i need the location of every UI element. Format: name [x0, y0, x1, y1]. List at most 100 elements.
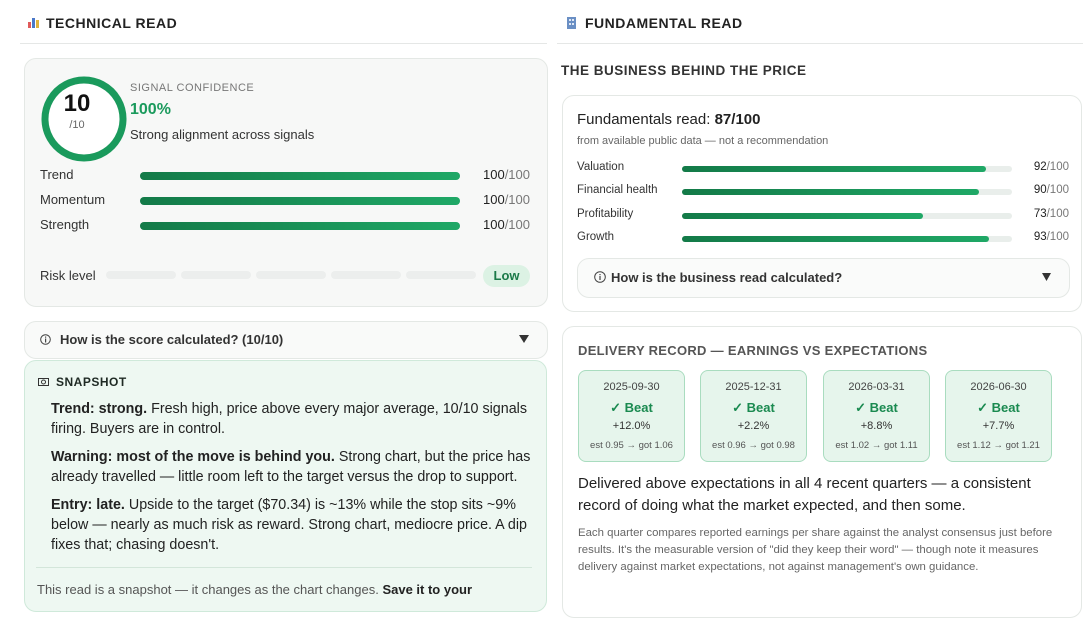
divider — [36, 567, 532, 568]
accordion-title[interactable]: How is the score calculated? (10/10) — [60, 332, 284, 347]
divider — [557, 43, 1083, 44]
bar-fill — [140, 222, 460, 230]
bar-label: Momentum — [40, 192, 106, 207]
quarter-result: ✓ Beat — [977, 400, 1020, 415]
page: TECHNICAL READ 10 /10 SIGNAL CONFIDENCE … — [20, 15, 1083, 618]
paragraph-text: Strong chart, but the price has already … — [51, 449, 531, 485]
paragraph-text: Upside to the target ($70.34) is ~13% wh… — [51, 497, 527, 553]
score-value: 92 — [1033, 161, 1047, 173]
bar-track — [682, 212, 1012, 219]
score-max: /100 — [1046, 207, 1069, 220]
bar-label: Profitability — [577, 207, 634, 220]
icon — [567, 17, 576, 29]
quarter-date: 2026-03-31 — [848, 381, 905, 393]
bar-fill — [682, 189, 979, 196]
quarter-surprise: +8.8% — [860, 420, 893, 432]
bar-fill — [682, 212, 923, 219]
quarter-detail: est 0.96 → got 0.98 — [712, 440, 795, 451]
score-value: 73 — [1033, 207, 1047, 220]
bar-fill — [682, 235, 989, 242]
quarter-surprise: +2.2% — [737, 420, 770, 432]
quarter-card: 2025-12-31 ✓ Beat +2.2% est 0.96 → got 0.98 — [700, 370, 807, 462]
bar-value: 93/100 — [1009, 231, 1069, 243]
risk-track — [106, 271, 476, 279]
info-icon — [40, 334, 51, 345]
score-value: 90 — [1033, 184, 1047, 197]
score-max: /100 — [504, 192, 530, 207]
bar-value: 73/100 — [1009, 208, 1069, 220]
score-max: /100 — [1046, 184, 1069, 197]
quarter-surprise: +12.0% — [612, 420, 651, 432]
score-value: 100 — [482, 192, 505, 207]
section-header: FUNDAMENTAL READ — [585, 15, 743, 31]
quarter-date: 2025-12-31 — [725, 381, 782, 393]
score-ring — [41, 76, 127, 162]
delivery-summary: Delivered above expectations in all 4 re… — [578, 475, 1031, 514]
bar-fill — [140, 197, 460, 205]
accordion[interactable] — [24, 321, 548, 359]
bar-value: 100/100 — [470, 217, 530, 232]
quarter-detail: est 1.12 → got 1.21 — [957, 440, 1040, 451]
quarter-date: 2025-09-30 — [603, 381, 660, 393]
bar-track — [140, 197, 460, 205]
fundamentals-read: Fundamentals read: 87/100 — [577, 111, 760, 128]
score-value: 93 — [1033, 230, 1047, 243]
accordion-title[interactable]: How is the business read calculated? — [611, 270, 843, 285]
bar-label: Valuation — [577, 161, 625, 173]
risk-badge: Low — [483, 265, 530, 287]
icon — [28, 18, 39, 28]
score-value: 100 — [482, 167, 505, 182]
quarter-result: ✓ Beat — [732, 400, 775, 415]
paragraph-text: Fresh high, price above every major aver… — [51, 401, 527, 437]
chevron[interactable] — [519, 335, 529, 343]
snapshot-footer: This read is a snapshot — it changes as … — [37, 582, 472, 597]
snapshot-paragraph: Warning: most of the move is behind you.… — [51, 447, 536, 487]
quarter-card: 2026-06-30 ✓ Beat +7.7% est 1.12 → got 1.21 — [945, 370, 1052, 462]
bar-track — [140, 172, 460, 180]
score-max: /100 — [1046, 161, 1069, 173]
paragraph-lead: Entry: late. — [51, 497, 125, 513]
camera-icon — [38, 378, 49, 386]
paragraph-lead: Trend: strong. — [51, 401, 148, 417]
bar-fill — [140, 172, 460, 180]
delivery-note: Each quarter compares reported earnings … — [578, 527, 1053, 573]
score-max: /100 — [1046, 230, 1069, 243]
score-max: /100 — [504, 217, 530, 232]
confidence-summary: Strong alignment across signals — [130, 127, 315, 142]
score-max: /10 — [69, 119, 85, 131]
ring-fill — [41, 76, 127, 162]
risk-label: Risk level — [40, 268, 96, 283]
bar-track — [682, 235, 1012, 242]
section-header: TECHNICAL READ — [46, 15, 178, 31]
kicker: SIGNAL CONFIDENCE — [130, 82, 255, 94]
snapshot-paragraph: Entry: late. Upside to the target ($70.3… — [51, 495, 536, 555]
paragraph-lead: Warning: most of the move is behind you. — [51, 449, 335, 465]
snapshot-card — [24, 360, 547, 612]
snapshot-body: Trend: strong. Fresh high, price above e… — [51, 399, 536, 563]
quarter-detail: est 1.02 → got 1.11 — [835, 440, 918, 451]
bar-label: Trend — [40, 167, 74, 182]
score: 10 — [63, 90, 91, 117]
quarter-result: ✓ Beat — [610, 400, 653, 415]
quarter-date: 2026-06-30 — [970, 381, 1027, 393]
bar-value: 92/100 — [1009, 161, 1069, 173]
info-icon — [594, 271, 606, 283]
delivery-title: DELIVERY RECORD — EARNINGS VS EXPECTATIO… — [578, 343, 928, 358]
chevron[interactable] — [1042, 273, 1051, 281]
bar-label: Growth — [577, 230, 615, 243]
quarter-card: 2025-09-30 ✓ Beat +12.0% est 0.95 → got 1.0… — [578, 370, 685, 462]
snapshot-title: SNAPSHOT — [56, 375, 127, 389]
confidence: 100% — [130, 101, 171, 118]
bar-label: Strength — [40, 217, 90, 232]
footer-link[interactable]: Save it to your — [382, 582, 473, 597]
bar-value: 100/100 — [470, 192, 530, 207]
read-score: 87/100 — [714, 111, 761, 128]
accordion[interactable] — [577, 258, 1070, 298]
bar-track — [682, 189, 1012, 196]
bar-fill — [682, 166, 986, 172]
bar-label: Financial health — [577, 184, 658, 197]
bar-track — [140, 222, 460, 230]
bar-track — [682, 166, 1012, 172]
quarter-surprise: +7.7% — [982, 420, 1015, 432]
read-note: from available public data — not a recom… — [577, 135, 829, 147]
